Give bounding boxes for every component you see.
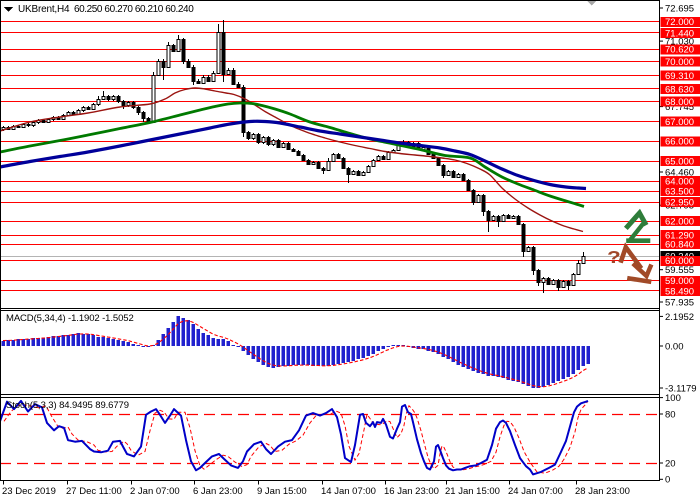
svg-text:67.000: 67.000 [665,117,694,128]
svg-text:65.000: 65.000 [665,157,694,168]
svg-text:63.500: 63.500 [665,187,694,198]
svg-text:28 Jan 23:00: 28 Jan 23:00 [575,486,630,497]
svg-text:24 Jan 07:00: 24 Jan 07:00 [508,486,563,497]
svg-text:70.620: 70.620 [665,45,694,56]
svg-text:62.000: 62.000 [665,216,694,227]
svg-text:Stoch(5,3,3) 84.9495 89.6779: Stoch(5,3,3) 84.9495 89.6779 [6,400,129,411]
svg-text:0.00: 0.00 [665,341,684,352]
svg-text:6 Jan 23:00: 6 Jan 23:00 [193,486,243,497]
svg-text:9 Jan 15:00: 9 Jan 15:00 [257,486,307,497]
svg-text:66.000: 66.000 [665,137,694,148]
svg-text:71.030: 71.030 [665,37,694,48]
svg-text:16 Jan 23:00: 16 Jan 23:00 [384,486,439,497]
svg-text:MACD(5,34,4) -1.1902 -1.5052: MACD(5,34,4) -1.1902 -1.5052 [6,313,134,324]
svg-text:69.310: 69.310 [665,71,694,82]
svg-text:?: ? [607,248,621,267]
svg-text:72.695: 72.695 [665,3,694,14]
svg-text:68.000: 68.000 [665,97,694,108]
svg-text:64.000: 64.000 [665,177,694,188]
svg-text:27 Dec 11:00: 27 Dec 11:00 [66,486,122,497]
svg-text:100: 100 [665,393,681,404]
svg-text:61.290: 61.290 [665,231,694,242]
svg-text:70.000: 70.000 [665,57,694,68]
svg-text:20: 20 [665,458,676,469]
svg-text:59.555: 59.555 [665,265,694,276]
svg-text:2.1952: 2.1952 [665,312,694,323]
svg-text:-3.1179: -3.1179 [665,383,697,394]
svg-text:68.630: 68.630 [665,84,694,95]
svg-text:23 Dec 2019: 23 Dec 2019 [2,486,56,497]
svg-text:14 Jan 07:00: 14 Jan 07:00 [321,486,376,497]
svg-text:80: 80 [665,409,676,420]
svg-text:2 Jan 07:00: 2 Jan 07:00 [130,486,180,497]
svg-text:58.490: 58.490 [665,286,694,297]
svg-text:67.745: 67.745 [665,102,694,113]
svg-text:64.460: 64.460 [665,167,694,178]
svg-text:0: 0 [665,475,670,486]
svg-text:57.935: 57.935 [665,297,694,308]
svg-text:60.000: 60.000 [665,256,694,267]
svg-text:59.000: 59.000 [665,276,694,287]
svg-text:UKBrent,H4: UKBrent,H4 [18,4,70,15]
svg-text:72.000: 72.000 [665,17,694,28]
svg-text:71.440: 71.440 [665,28,694,39]
svg-text:60.250 60.270 60.210 60.240: 60.250 60.270 60.210 60.240 [74,4,194,15]
svg-text:21 Jan 15:00: 21 Jan 15:00 [445,486,500,497]
svg-text:60.840: 60.840 [665,240,694,251]
svg-text:62.950: 62.950 [665,198,694,209]
